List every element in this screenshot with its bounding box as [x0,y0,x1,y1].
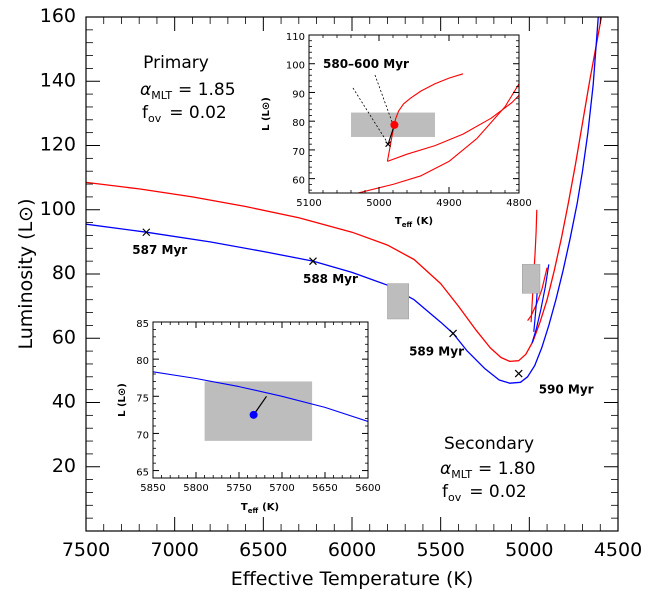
upper-inset-y-tick-label: 80 [292,118,305,129]
upper-inset: 5100 5000 4900 4800 60 70 80 90 100 110 Teff (K) L… [261,32,532,229]
main-x-tick-label: 4500 [594,539,642,561]
age-marker-b [449,329,458,338]
lower-inset-observation-box [204,381,313,441]
main-y-tick-label: 120 [40,134,76,156]
main-y-tick-label: 160 [40,5,76,27]
lower-inset-extras [249,395,268,419]
upper-inset-x-tick-label: 4800 [506,198,531,209]
primary-fov: fov = 0.02 [142,103,227,125]
upper-inset-extras [352,74,399,148]
lower-inset-x-tick-label: 5800 [183,483,208,494]
age-marker-label: 588 Myr [303,272,358,286]
upper-inset-y-title: L (L⊙) [261,97,272,131]
upper-inset-y-tick-label: 60 [292,176,305,187]
lower-inset-y-tick-label: 80 [136,356,149,367]
age-marker-label: 587 Myr [132,243,187,257]
lower-inset-curves [153,371,368,423]
upper-inset-pointer-line [352,87,388,143]
primary-alpha: αMLT = 1.85 [140,80,236,102]
secondary-loop-line [531,264,550,344]
upper-inset-age-marker-b [385,141,392,148]
upper-inset-curves [357,73,519,193]
observation-box-secondary [387,283,409,320]
secondary-title: Secondary [444,434,534,454]
upper-inset-track-line [387,94,519,162]
upper-inset-x-title: Teff (K) [395,216,433,229]
lower-inset-ticks: 5850 5800 5750 5700 5650 5600 65 70 75 80 85 [136,319,380,494]
lower-inset-x-tick-label: 5600 [355,483,380,494]
upper-inset-y-tick-label: 90 [292,89,305,100]
lower-inset-y-tick-label: 75 [136,393,149,404]
secondary-fov: fov = 0.02 [442,482,527,504]
main-x-tick-label: 7500 [62,539,110,561]
main-y-tick-label: 100 [40,198,76,220]
lower-inset-y-tick-label: 85 [136,319,149,330]
main-plot-curves [86,17,603,384]
age-marker-b [309,257,317,266]
upper-inset-ticks: 5100 5000 4900 4800 60 70 80 90 100 110 [286,32,532,209]
lower-inset-y-title: L (L⊙) [117,383,128,417]
main-y-tick-label: 80 [52,262,76,284]
age-marker-label: 589 Myr [409,344,464,358]
main-y-tick-label: 140 [40,69,76,91]
upper-inset-track-line [357,83,519,193]
upper-inset-y-tick-label: 70 [292,147,305,158]
upper-inset-pointer-line [374,74,393,124]
secondary-annotation: Secondary αMLT = 1.80 fov = 0.02 [440,434,536,504]
y-axis-title: Luminosity (L⊙) [15,199,37,350]
secondary-track-line [86,17,599,384]
lower-inset-track-line [153,371,368,423]
upper-inset-y-tick-label: 110 [286,32,305,43]
primary-annotation: Primary αMLT = 1.85 fov = 0.02 [140,53,236,125]
main-observation-boxes [387,264,541,320]
primary-track-line [86,17,603,363]
main-y-tick-label: 20 [52,455,76,477]
upper-inset-age-label: 580–600 Myr [323,57,409,71]
age-marker-b [142,228,151,237]
main-age-markers: 587 Myr 588 Myr 589 Myr 590 Myr [132,228,594,397]
lower-inset-x-tick-label: 5700 [269,483,294,494]
main-x-tick-label: 5500 [416,539,464,561]
main-x-tick-label: 6500 [239,539,287,561]
upper-inset-frame [308,34,520,194]
lower-inset-box [204,381,313,441]
age-marker-label: 590 Myr [539,383,594,397]
age-marker [309,257,317,266]
primary-title: Primary [143,53,209,73]
age-marker-b [514,369,523,378]
age-marker [142,228,151,237]
observation-box-primary [521,264,541,294]
age-marker [449,329,458,338]
main-y-tick-label: 60 [52,326,76,348]
lower-inset-x-tick-label: 5750 [226,483,251,494]
main-axis-ticks: 7500 7000 6500 6000 5500 5000 4500 20 40 60 80 100 1… [40,5,642,561]
upper-inset-age-marker [385,141,392,148]
x-axis-title: Effective Temperature (K) [231,568,474,590]
lower-inset: 5850 5800 5750 5700 5650 5600 65 70 75 80 85 Teff(… [117,319,381,515]
lower-inset-y-tick-label: 65 [136,468,149,479]
age-marker [514,369,523,378]
lower-inset-frame [152,321,369,479]
main-y-tick-label: 40 [52,391,76,413]
upper-inset-observed-point [390,120,399,129]
secondary-alpha: αMLT = 1.80 [440,459,536,481]
upper-inset-y-tick-label: 100 [286,61,305,72]
lower-inset-x-title: Teff (K) [241,502,279,515]
upper-inset-x-tick-label: 5100 [296,198,321,209]
main-x-tick-label: 6000 [328,539,376,561]
lower-inset-x-tick-label: 5850 [140,483,165,494]
main-x-tick-label: 7000 [150,539,198,561]
upper-inset-x-tick-label: 5000 [366,198,391,209]
main-x-tick-label: 5000 [505,539,553,561]
lower-inset-x-tick-label: 5650 [312,483,337,494]
upper-inset-track-line [386,73,464,162]
lower-inset-y-tick-label: 70 [136,430,149,441]
lower-inset-observed-point [249,410,258,419]
upper-inset-x-tick-label: 4900 [436,198,461,209]
